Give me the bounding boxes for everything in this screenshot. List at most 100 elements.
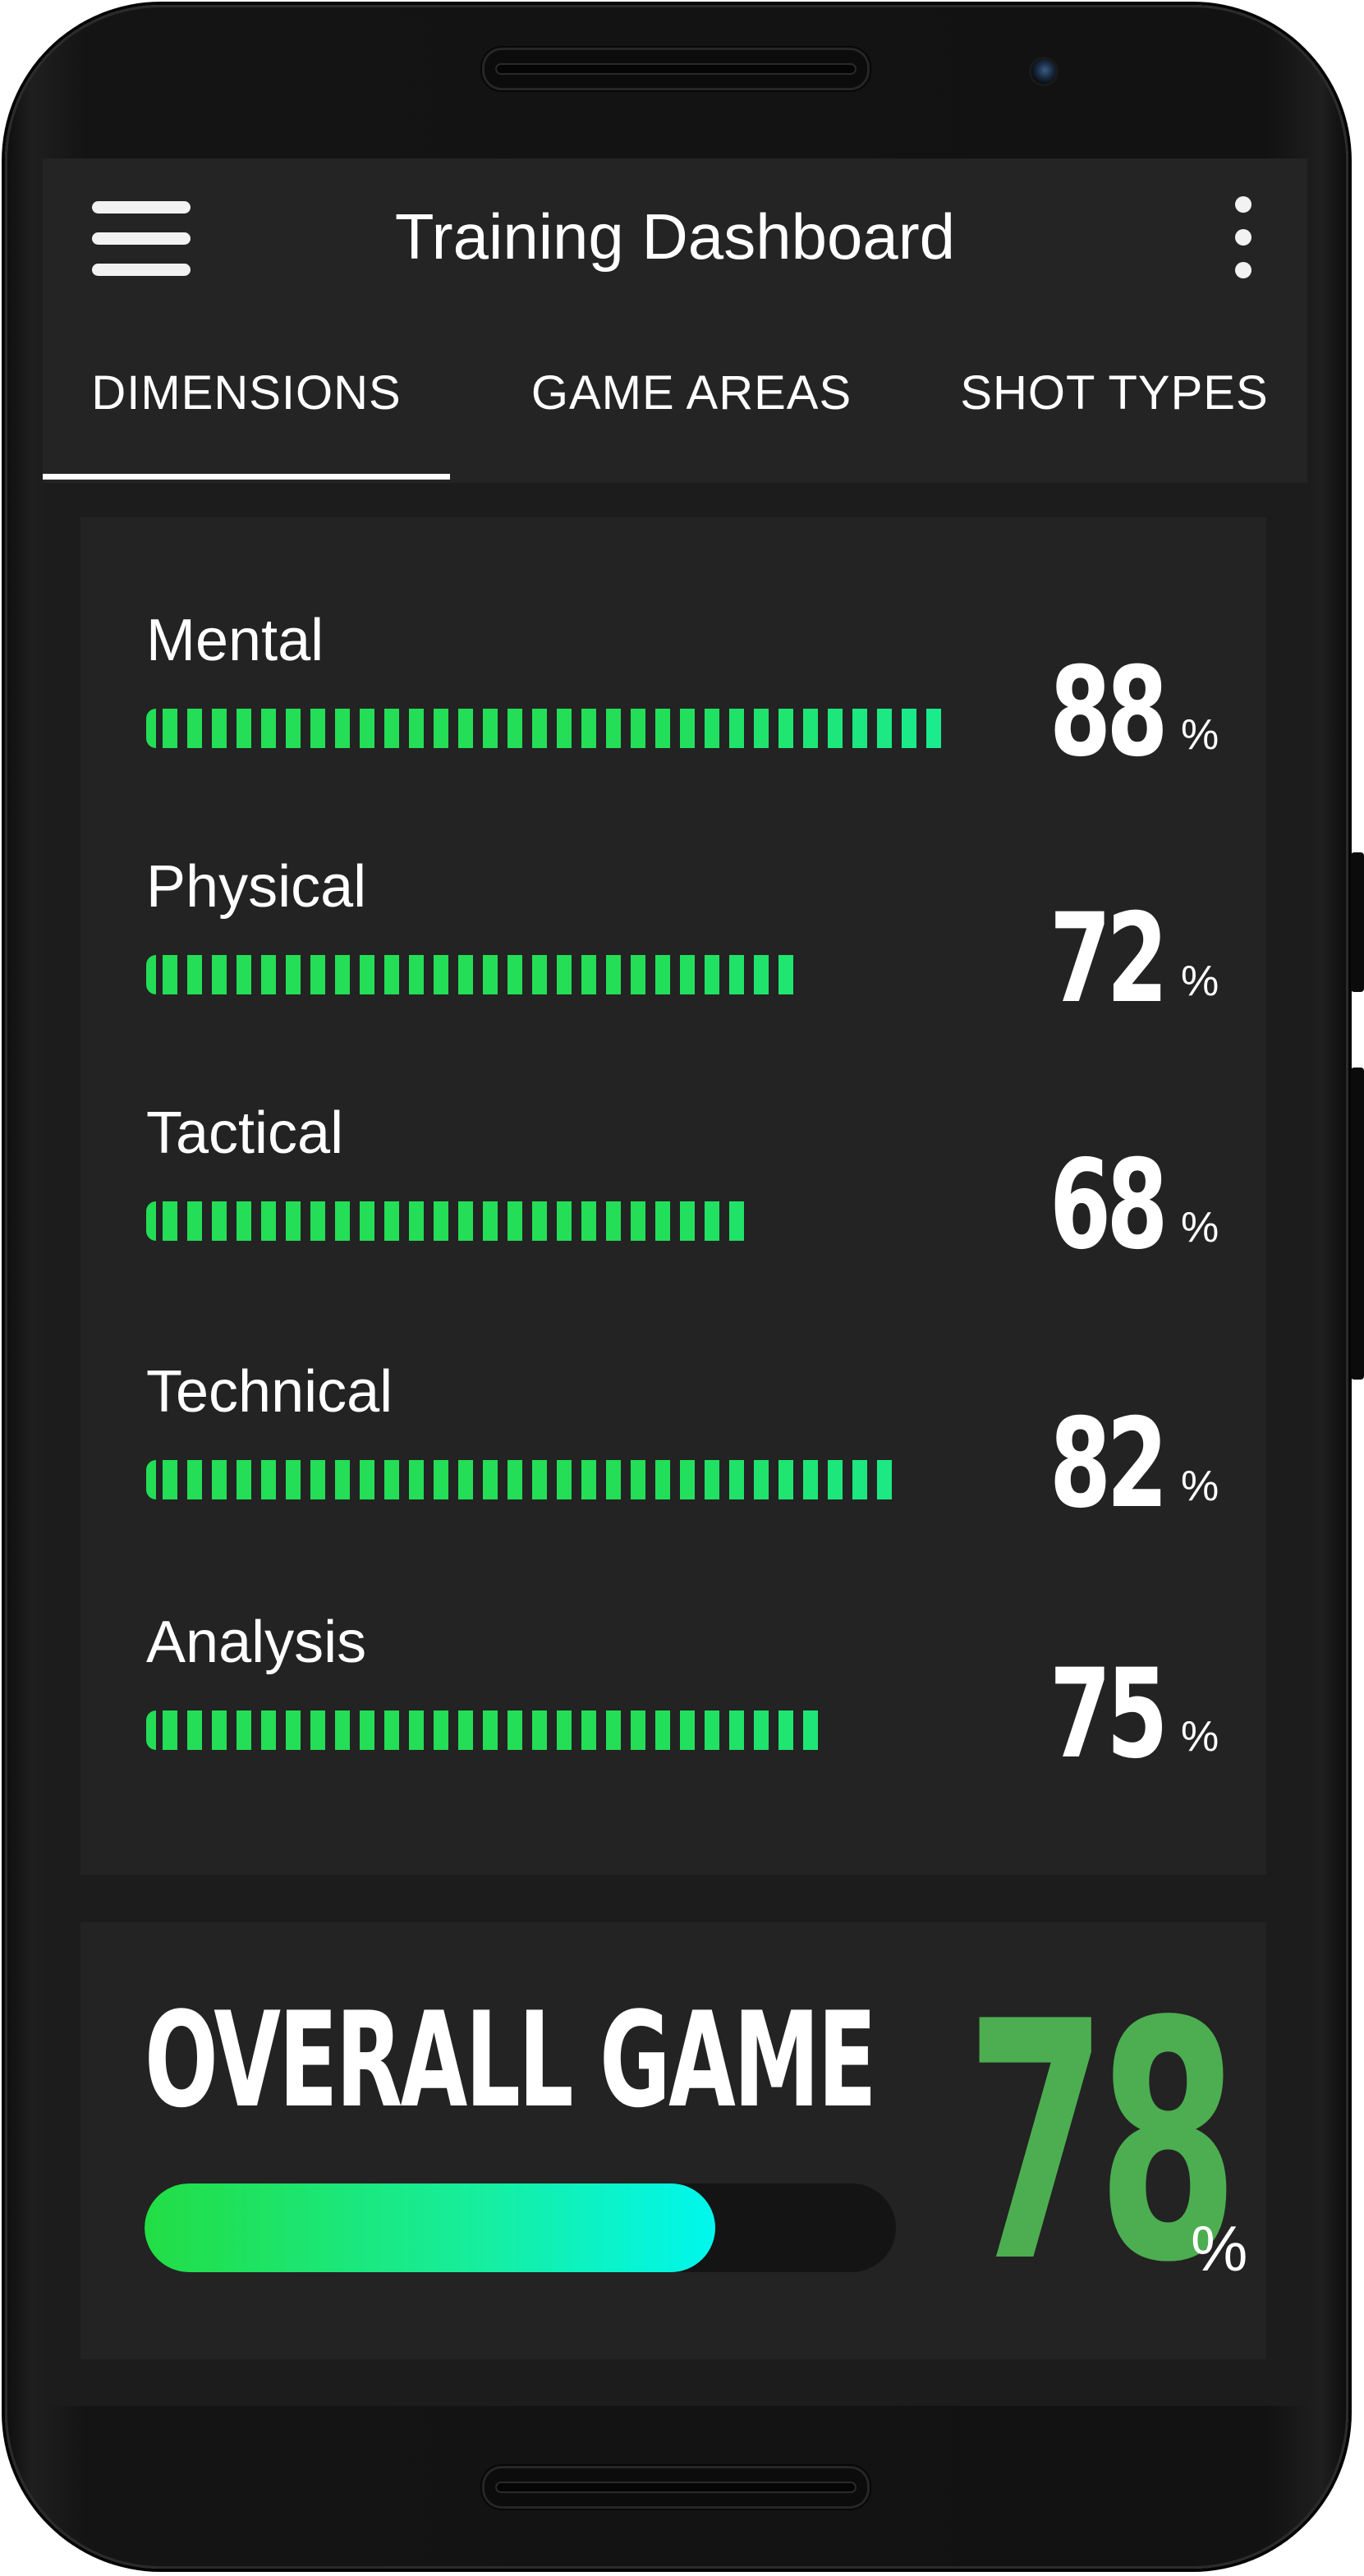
more-dot — [1235, 196, 1251, 213]
percent-sign: % — [1181, 1713, 1219, 1761]
progress-segment — [852, 709, 867, 748]
progress-segment — [434, 1201, 448, 1241]
progress-segment — [532, 1460, 547, 1499]
progress-segment — [532, 709, 547, 748]
progress-segment — [729, 1710, 744, 1750]
progress-segment — [754, 955, 769, 994]
progress-segment — [557, 1710, 572, 1750]
progress-segment — [458, 1460, 473, 1499]
progress-segment — [507, 1201, 522, 1241]
progress-segment — [310, 955, 325, 994]
progress-segment — [877, 709, 892, 748]
progress-segment — [655, 955, 670, 994]
progress-segment — [705, 1710, 719, 1750]
progress-segment — [729, 1201, 744, 1241]
progress-segment — [507, 1710, 522, 1750]
progress-segment — [705, 709, 719, 748]
app-bar: Training Dashboard DIMENSIONS GAME AREAS… — [43, 158, 1307, 483]
metric-number: 68 — [1049, 1134, 1169, 1277]
progress-segment — [655, 709, 670, 748]
progress-segment — [729, 1460, 744, 1499]
more-vertical-icon[interactable] — [1227, 196, 1260, 278]
progress-segment — [606, 955, 621, 994]
tab-dimensions[interactable]: DIMENSIONS — [91, 366, 402, 420]
progress-segment — [581, 709, 596, 748]
progress-segment — [705, 1201, 719, 1241]
segmented-progress-bar — [146, 955, 803, 994]
progress-segment — [458, 709, 473, 748]
progress-segment — [778, 1460, 793, 1499]
progress-bar-cap — [146, 955, 156, 994]
bottom-speaker — [482, 2466, 870, 2509]
progress-segment — [409, 1201, 424, 1241]
progress-segment — [409, 955, 424, 994]
percent-sign: % — [1181, 957, 1219, 1005]
progress-segment — [212, 709, 227, 748]
progress-segment — [261, 955, 276, 994]
progress-segment — [286, 1201, 301, 1241]
overall-game-title: OVERALL GAME — [145, 1983, 877, 2137]
progress-segment — [778, 1710, 793, 1750]
progress-segment — [261, 1460, 276, 1499]
progress-segment — [286, 709, 301, 748]
progress-segment — [778, 709, 793, 748]
progress-segment — [409, 1460, 424, 1499]
more-dot — [1235, 229, 1251, 246]
progress-bar-cap — [146, 1460, 156, 1499]
tab-selected-indicator — [43, 474, 450, 480]
power-button — [1351, 1068, 1364, 1380]
progress-segment — [163, 955, 177, 994]
progress-segment — [729, 955, 744, 994]
progress-segment — [606, 709, 621, 748]
progress-segment — [581, 955, 596, 994]
progress-segment — [163, 1710, 177, 1750]
progress-segment — [803, 1710, 818, 1750]
progress-bar-cap — [146, 709, 156, 748]
progress-segment — [163, 1201, 177, 1241]
progress-segment — [902, 709, 916, 748]
progress-segment — [483, 1460, 498, 1499]
progress-bar-cap — [146, 1201, 156, 1241]
metric-label: Physical — [146, 854, 367, 920]
earpiece-speaker — [482, 48, 870, 90]
dimensions-card: Mental 88 % Physical 72 % Tactical 68 % — [80, 517, 1266, 1875]
progress-segment — [631, 1710, 645, 1750]
progress-segment — [163, 1460, 177, 1499]
progress-segment — [631, 709, 645, 748]
percent-sign: % — [1191, 2212, 1248, 2284]
segmented-progress-bar — [146, 709, 951, 748]
metric-technical: Technical 82 % — [80, 1355, 1266, 1568]
segmented-progress-bar — [146, 1460, 902, 1499]
progress-segment — [335, 955, 350, 994]
speaker-grille — [495, 2482, 857, 2493]
percent-sign: % — [1181, 1462, 1219, 1510]
progress-segment — [434, 955, 448, 994]
progress-segment — [187, 1201, 202, 1241]
progress-segment — [680, 1201, 695, 1241]
progress-segment — [581, 1460, 596, 1499]
progress-segment — [187, 1710, 202, 1750]
progress-segment — [360, 709, 374, 748]
tab-shot-types[interactable]: SHOT TYPES — [960, 366, 1269, 420]
progress-segment — [335, 709, 350, 748]
progress-segment — [828, 709, 843, 748]
hamburger-menu-icon[interactable] — [92, 201, 191, 277]
metric-label: Technical — [146, 1359, 393, 1425]
percent-sign: % — [1181, 711, 1219, 759]
progress-segment — [606, 1460, 621, 1499]
progress-segment — [754, 1710, 769, 1750]
progress-segment — [310, 709, 325, 748]
progress-segment — [409, 1710, 424, 1750]
progress-segment — [335, 1710, 350, 1750]
progress-segment — [237, 1460, 251, 1499]
progress-segment — [581, 1201, 596, 1241]
progress-bar-cap — [146, 1710, 156, 1750]
progress-segment — [384, 1460, 399, 1499]
progress-segment — [360, 955, 374, 994]
progress-segment — [680, 709, 695, 748]
progress-segment — [557, 1460, 572, 1499]
metric-label: Tactical — [146, 1100, 344, 1166]
progress-segment — [557, 1201, 572, 1241]
progress-segment — [458, 1201, 473, 1241]
tab-game-areas[interactable]: GAME AREAS — [530, 366, 852, 420]
